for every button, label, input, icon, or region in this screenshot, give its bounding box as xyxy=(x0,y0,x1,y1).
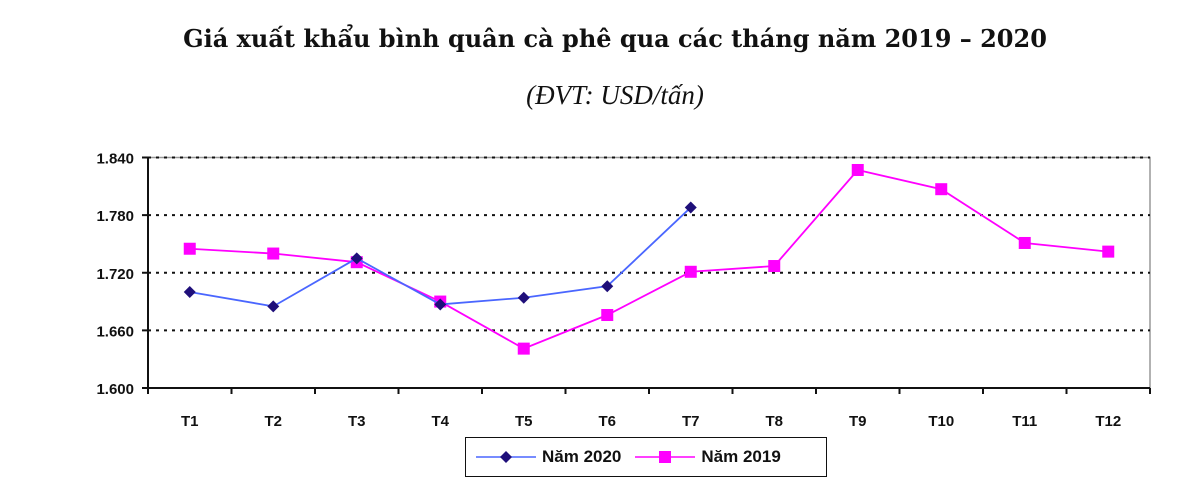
x-tick-label: T2 xyxy=(264,413,282,430)
data-point xyxy=(517,342,530,355)
data-point xyxy=(601,280,614,293)
chart-title: Giá xuất khẩu bình quân cà phê qua các t… xyxy=(183,24,1047,53)
x-tick-label: T6 xyxy=(598,413,616,430)
data-point xyxy=(601,309,614,322)
y-tick-label: 1.840 xyxy=(96,151,134,168)
legend-item-2019: Năm 2019 xyxy=(635,447,781,467)
data-point xyxy=(183,242,196,255)
data-point xyxy=(684,265,697,278)
series-line xyxy=(189,206,692,308)
x-tick-label: T8 xyxy=(765,413,783,430)
plot-area xyxy=(147,156,1151,389)
series-line xyxy=(189,168,1109,350)
data-point xyxy=(684,201,697,214)
x-tick-label: T4 xyxy=(431,413,449,430)
legend: Năm 2020 Năm 2019 xyxy=(465,437,827,477)
x-tick-label: T5 xyxy=(515,413,533,430)
legend-item-2020: Năm 2020 xyxy=(476,447,621,467)
x-tick-label: T12 xyxy=(1095,413,1121,430)
data-point xyxy=(935,183,948,196)
legend-marker-diamond-icon xyxy=(476,451,536,463)
y-tick-label: 1.720 xyxy=(96,266,134,283)
y-tick-label: 1.660 xyxy=(96,323,134,340)
data-point xyxy=(183,285,196,298)
x-tick-label: T7 xyxy=(682,413,700,430)
data-point xyxy=(517,291,530,304)
x-tick-label: T11 xyxy=(1012,413,1037,430)
data-point xyxy=(1102,245,1115,258)
x-tick-label: T9 xyxy=(849,413,867,430)
data-point xyxy=(851,163,864,176)
data-point xyxy=(768,260,781,273)
legend-marker-square-icon xyxy=(635,451,696,463)
chart-subtitle: (ĐVT: USD/tấn) xyxy=(526,80,704,110)
y-tick-label: 1.600 xyxy=(96,381,134,398)
x-tick-label: T10 xyxy=(928,413,954,430)
data-point xyxy=(267,300,280,313)
y-tick-label: 1.780 xyxy=(96,208,134,225)
legend-label-2020: Năm 2020 xyxy=(542,447,622,466)
data-point xyxy=(267,247,280,260)
data-point xyxy=(350,252,363,265)
data-point xyxy=(1018,236,1031,249)
data-point xyxy=(434,298,447,311)
legend-label-2019: Năm 2019 xyxy=(701,447,781,466)
x-tick-label: T3 xyxy=(348,413,366,430)
x-tick-label: T1 xyxy=(181,413,199,430)
